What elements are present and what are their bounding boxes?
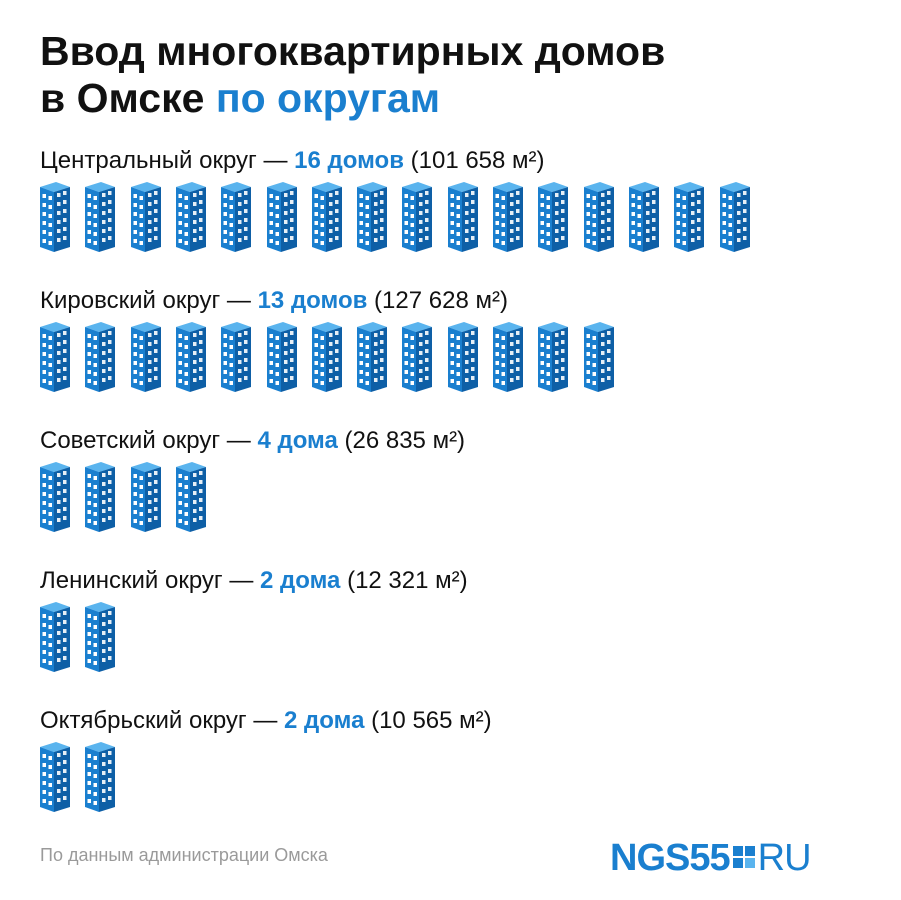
district-row: Октябрьский округ — 2 дома (10 565 м²) [40,706,880,812]
building-icon [40,462,70,532]
building-icon [266,182,297,252]
dash: — [263,147,288,174]
building-icon [493,322,523,392]
building-icon [674,182,705,252]
building-icon [175,462,206,532]
building-icon [538,182,569,252]
house-count: 16 домов [294,147,404,174]
district-name: Кировский округ [40,287,221,314]
dash: — [229,567,254,594]
area-value: (26 835 м²) [344,427,466,454]
building-icon [175,182,206,252]
title-line-2-accent: по округам [215,75,441,121]
building-icon [311,182,342,252]
dash: — [253,707,278,734]
building-icon [447,182,478,252]
chart-title: Ввод многоквартирных домов в Омске по ок… [40,28,665,122]
house-count: 13 домов [257,287,368,314]
house-count: 4 дома [257,427,338,454]
building-icon [628,182,659,252]
building-icon [583,322,614,392]
building-icon [583,182,614,252]
building-icon [402,182,433,252]
row-label: Ленинский округ — 2 дома (12 321 м²) [40,566,880,596]
building-icon [85,602,116,672]
title-line-1: Ввод многоквартирных домов [40,28,666,74]
building-icon [40,182,70,252]
building-icon [357,182,388,252]
building-icon [40,602,70,672]
row-label: Советский округ — 4 дома (26 835 м²) [40,426,880,456]
building-icon [85,742,116,812]
building-icon [493,182,523,252]
logo-suffix: RU [757,837,812,879]
building-icon [221,322,252,392]
district-name: Октябрьский округ [40,707,247,734]
building-icon [130,182,161,252]
building-icons [40,182,880,252]
house-count: 2 дома [284,707,365,734]
building-icon [447,322,478,392]
building-icon [40,322,70,392]
district-name: Центральный округ [40,147,257,174]
ngs55-logo: NGS55 RU [610,836,812,880]
area-value: (12 321 м²) [347,567,468,594]
house-count: 2 дома [260,567,341,594]
building-icon [85,322,116,392]
building-icons [40,462,880,532]
logo-text: NGS55 [610,837,731,879]
row-label: Октябрьский округ — 2 дома (10 565 м²) [40,706,880,736]
building-icon [311,322,342,392]
building-icon [175,322,206,392]
building-icon [402,322,433,392]
row-label: Центральный округ — 16 домов (101 658 м²… [40,146,880,176]
area-value: (10 565 м²) [371,707,492,734]
row-label: Кировский округ — 13 домов (127 628 м²) [40,286,880,316]
district-name: Ленинский округ [40,567,223,594]
building-icon [85,462,116,532]
dash: — [226,427,251,454]
building-icon [40,742,70,812]
building-icons [40,602,880,672]
building-icon [538,322,569,392]
building-icon [130,322,161,392]
district-row: Центральный округ — 16 домов (101 658 м²… [40,146,880,252]
district-row: Кировский округ — 13 домов (127 628 м²) [40,286,880,392]
dash: — [226,287,251,314]
source-note: По данным администрации Омска [40,845,328,865]
area-value: (127 628 м²) [374,287,508,314]
building-icon [85,182,116,252]
area-value: (101 658 м²) [410,147,545,174]
building-icon [221,182,252,252]
district-row: Советский округ — 4 дома (26 835 м²) [40,426,880,532]
title-line-2-plain: в Омске [40,75,205,121]
district-row: Ленинский округ — 2 дома (12 321 м²) [40,566,880,672]
building-icon [130,462,161,532]
logo-square-icon [732,845,755,868]
building-icon [719,182,750,252]
district-name: Советский округ [40,427,221,454]
building-icons [40,742,880,812]
building-icon [266,322,297,392]
building-icon [357,322,388,392]
building-icons [40,322,880,392]
